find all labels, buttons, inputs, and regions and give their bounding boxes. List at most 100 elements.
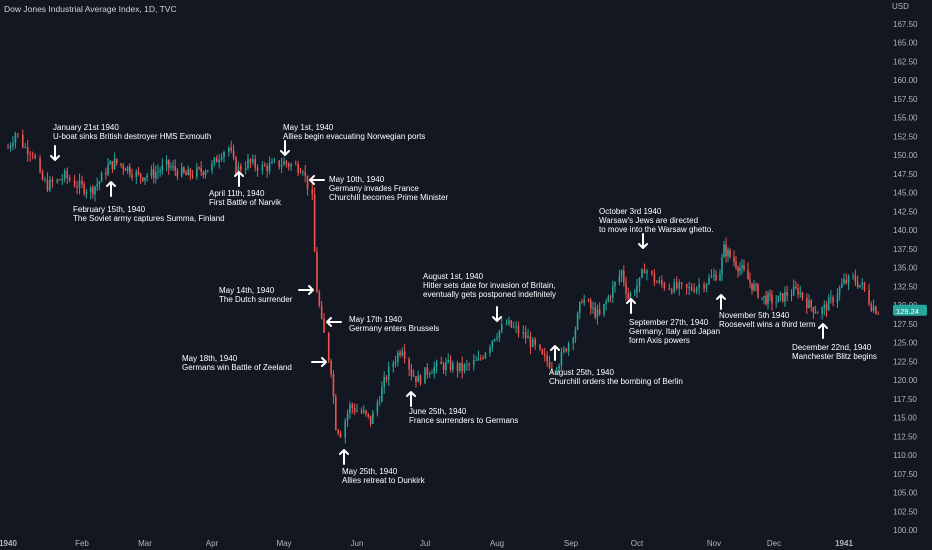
arrow-up-icon — [716, 294, 726, 310]
candle — [183, 166, 185, 174]
candle — [651, 270, 653, 276]
annotation-text: Germans win Battle of Zeeland — [182, 363, 292, 372]
candle — [24, 143, 27, 149]
candle — [431, 369, 433, 374]
annotation-text: December 22nd, 1940 — [792, 343, 872, 352]
candle — [493, 338, 496, 342]
candle — [152, 162, 155, 184]
candle — [792, 279, 795, 296]
x-tick-label: Oct — [631, 539, 644, 548]
candle — [713, 268, 715, 281]
candle — [9, 142, 12, 152]
candle — [271, 158, 273, 164]
candle — [335, 393, 337, 431]
y-tick-label: 142.50 — [893, 207, 918, 216]
candle — [323, 313, 325, 334]
candle — [574, 326, 577, 344]
x-tick-label: Sep — [564, 539, 579, 548]
candle — [17, 133, 19, 139]
candle — [185, 169, 187, 176]
candle — [708, 273, 710, 286]
candle — [318, 289, 321, 308]
candle — [721, 253, 723, 282]
candle — [505, 319, 508, 326]
candle — [120, 163, 122, 168]
chart-title: Dow Jones Industrial Average Index, 1D, … — [4, 4, 177, 14]
candle — [285, 160, 288, 168]
candle — [668, 283, 671, 291]
x-axis[interactable]: 1940 Feb Mar Apr May Jun Jul Aug Sep Oct Nov Dec 194… — [0, 539, 853, 548]
candle — [723, 241, 725, 258]
annotation-text: May 17th 1940 — [349, 315, 402, 324]
candle — [89, 185, 92, 200]
annotation-text: May 25th, 1940 — [342, 467, 398, 476]
candle — [94, 185, 96, 202]
y-tick-label: 132.50 — [893, 282, 918, 291]
candle — [297, 160, 299, 177]
x-tick-label: 1940 — [0, 539, 17, 548]
annotation-text: U-boat sinks British destroyer HMS Exmou… — [53, 132, 211, 141]
candle — [646, 268, 648, 281]
candle — [200, 161, 202, 177]
candle — [466, 360, 468, 371]
candle — [264, 162, 266, 167]
annotation-text: October 3rd 1940 — [599, 207, 662, 216]
candle — [627, 287, 629, 302]
candle — [232, 144, 235, 161]
candle — [779, 291, 782, 302]
candle — [278, 160, 280, 170]
candle — [534, 337, 536, 350]
candle — [733, 250, 735, 267]
candle — [220, 153, 223, 162]
y-tick-label: 167.50 — [893, 20, 918, 29]
candle — [827, 294, 830, 311]
y-tick-label: 115.00 — [893, 414, 917, 423]
candle — [235, 155, 237, 177]
candle — [797, 283, 799, 299]
candle — [638, 277, 641, 293]
candle — [590, 297, 592, 315]
candles-layer — [7, 129, 879, 444]
candle — [412, 369, 415, 378]
arrow-up-icon — [406, 391, 416, 407]
candle — [690, 282, 693, 292]
candle — [643, 263, 646, 274]
candle — [693, 283, 695, 294]
candle — [845, 273, 848, 286]
candle — [365, 409, 367, 417]
candle — [78, 173, 81, 195]
candle — [139, 172, 142, 185]
candle — [401, 347, 404, 357]
candle — [124, 167, 127, 171]
candle — [735, 256, 737, 271]
candle — [280, 157, 283, 174]
candle — [383, 371, 385, 395]
candle — [515, 321, 517, 334]
candle — [777, 295, 780, 303]
candle — [435, 359, 438, 374]
candle — [254, 154, 256, 172]
candle — [836, 288, 839, 308]
candle — [475, 355, 477, 361]
candle — [351, 402, 354, 414]
arrow-left-icon — [309, 175, 325, 185]
candle — [517, 321, 520, 338]
annotation-text: Manchester Blitz begins — [792, 352, 877, 361]
annotation-text: Hitler sets date for invasion of Britain… — [423, 281, 556, 290]
candle — [775, 295, 777, 308]
candle — [22, 129, 24, 149]
y-axis[interactable]: 167.50 165.00 162.50 160.00 157.50 155.00 152.… — [893, 20, 918, 535]
annotation-text: May 1st, 1940 — [283, 123, 334, 132]
annotation-text: May 10th, 1940 — [329, 175, 385, 184]
arrow-down-icon — [492, 306, 502, 322]
candle — [122, 162, 125, 175]
annotation-text: Churchill orders the bombing of Berlin — [549, 377, 683, 386]
candle — [339, 430, 342, 438]
candle — [204, 169, 207, 179]
candle — [180, 162, 183, 178]
y-tick-label: 127.50 — [893, 320, 918, 329]
